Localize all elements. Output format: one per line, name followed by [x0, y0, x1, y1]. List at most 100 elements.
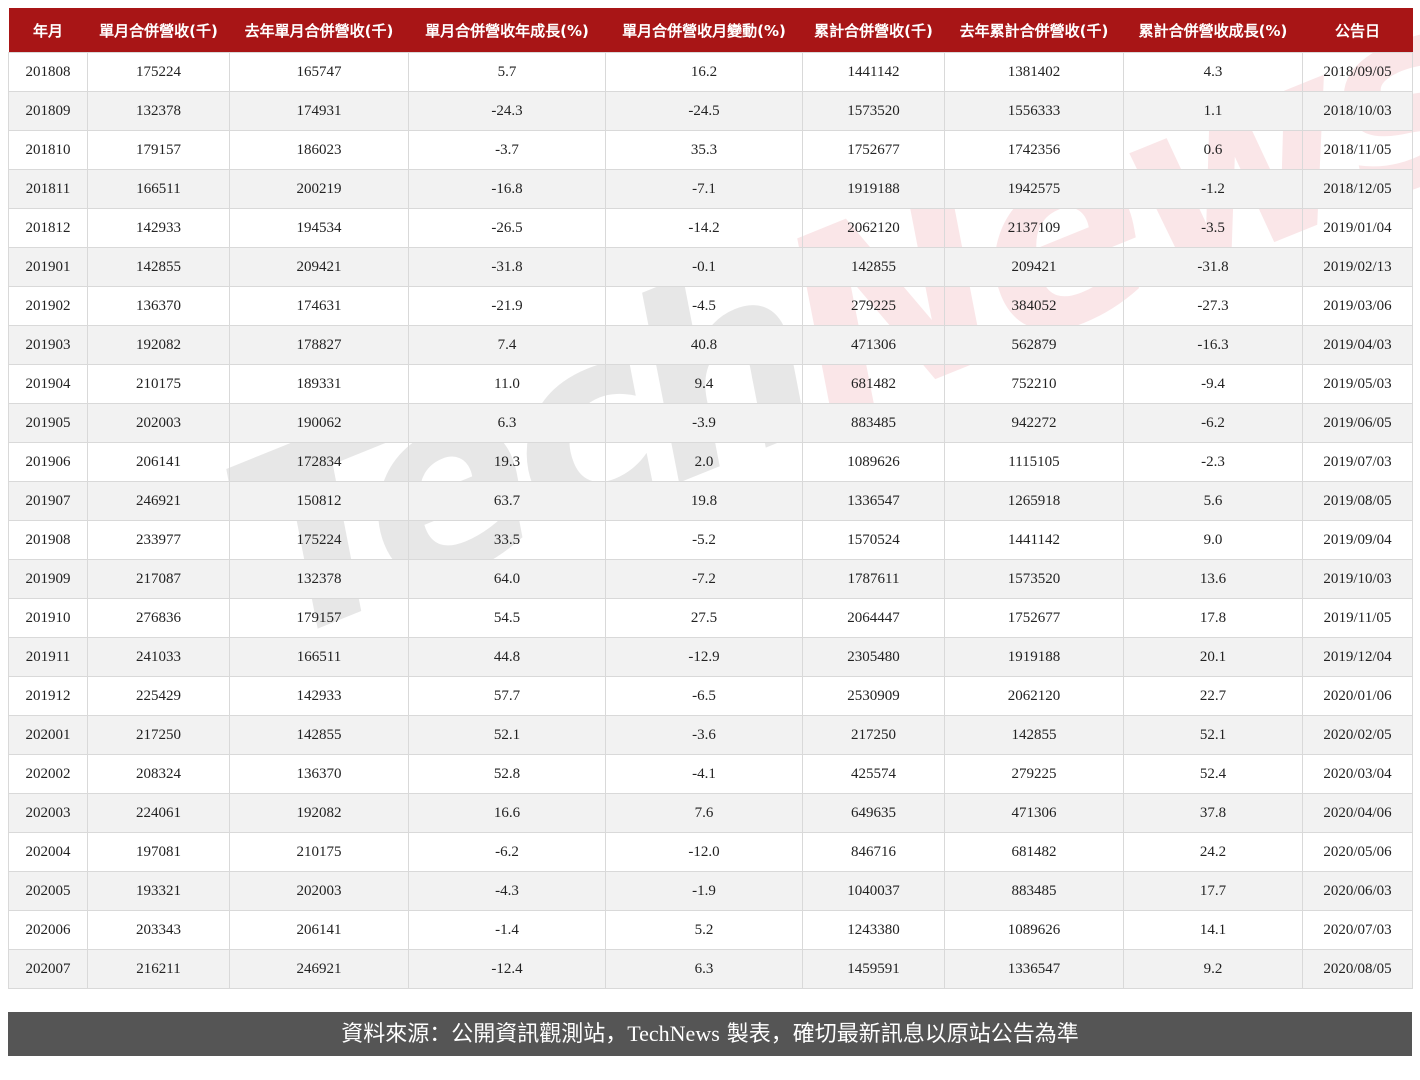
table-cell: 174631 [229, 286, 409, 326]
table-cell: 5.6 [1123, 481, 1303, 521]
table-row: 201906 206141 172834 19.3 2.0 1089626 1115105-… [8, 442, 1413, 482]
table-cell: 206141 [87, 442, 230, 482]
table-cell: -4.1 [605, 754, 803, 794]
table-cell: 165747 [229, 52, 409, 92]
table-cell: 202003 [87, 403, 230, 443]
table-cell: 7.6 [605, 793, 803, 833]
table-cell: 1441142 [944, 520, 1124, 560]
table-cell: 64.0 [408, 559, 606, 599]
table-cell: 2018/10/03 [1302, 91, 1413, 131]
table-cell: 2019/09/04 [1302, 520, 1413, 560]
table-cell: 201909 [8, 559, 88, 599]
table-cell: 4.3 [1123, 52, 1303, 92]
table-cell: 136370 [229, 754, 409, 794]
table-cell: 2018/12/05 [1302, 169, 1413, 209]
column-header: 年月 [8, 8, 88, 53]
table-cell: 192082 [229, 793, 409, 833]
table-cell: -1.2 [1123, 169, 1303, 209]
table-cell: 942272 [944, 403, 1124, 443]
table-cell: 193321 [87, 871, 230, 911]
table-cell: -14.2 [605, 208, 803, 248]
table-cell: 562879 [944, 325, 1124, 365]
revenue-table: 年月 單月合併營收(千) 去年單月合併營收(千) 單月合併營收年成長(%) 單月合併營收… [8, 8, 1413, 989]
table-cell: 233977 [87, 520, 230, 560]
table-cell: -1.4 [408, 910, 606, 950]
table-cell: 37.8 [1123, 793, 1303, 833]
table-cell: 142933 [87, 208, 230, 248]
table-cell: 279225 [944, 754, 1124, 794]
table-cell: -12.9 [605, 637, 803, 677]
table-cell: 471306 [802, 325, 945, 365]
table-cell: 52.1 [408, 715, 606, 755]
table-cell: 52.1 [1123, 715, 1303, 755]
table-cell: 2019/01/04 [1302, 208, 1413, 248]
table-cell: 27.5 [605, 598, 803, 638]
table-cell: -31.8 [408, 247, 606, 287]
table-cell: 2020/04/06 [1302, 793, 1413, 833]
table-cell: -0.1 [605, 247, 803, 287]
column-header: 單月合併營收(千) [87, 8, 230, 53]
table-cell: -24.3 [408, 91, 606, 131]
table-cell: 883485 [944, 871, 1124, 911]
table-cell: 52.4 [1123, 754, 1303, 794]
table-cell: 2.0 [605, 442, 803, 482]
table-row: 201908 233977 175224 33.5 -5.2 1570524 1441142… [8, 520, 1413, 560]
table-cell: 142933 [229, 676, 409, 716]
table-cell: 1459591 [802, 949, 945, 989]
table-cell: 7.4 [408, 325, 606, 365]
table-cell: -7.2 [605, 559, 803, 599]
table-cell: -3.7 [408, 130, 606, 170]
table-cell: 190062 [229, 403, 409, 443]
table-cell: 1441142 [802, 52, 945, 92]
table-cell: 179157 [229, 598, 409, 638]
table-cell: 883485 [802, 403, 945, 443]
table-cell: 202004 [8, 832, 88, 872]
table-cell: 189331 [229, 364, 409, 404]
table-row: 201812 142933 194534 -26.5 -14.2 2062120 21371… [8, 208, 1413, 248]
table-row: 201810 179157 186023 -3.7 35.3 1752677 1742356… [8, 130, 1413, 170]
table-cell: -6.2 [408, 832, 606, 872]
table-cell: 1.1 [1123, 91, 1303, 131]
table-cell: 202002 [8, 754, 88, 794]
column-header: 單月合併營收年成長(%) [408, 8, 606, 53]
column-header: 公告日 [1302, 8, 1413, 53]
table-cell: 276836 [87, 598, 230, 638]
table-cell: 2305480 [802, 637, 945, 677]
table-cell: 11.0 [408, 364, 606, 404]
table-row: 201909 217087 132378 64.0 -7.2 1787611 1573520… [8, 559, 1413, 599]
table-cell: 1040037 [802, 871, 945, 911]
table-cell: 1752677 [944, 598, 1124, 638]
table-cell: 202005 [8, 871, 88, 911]
table-cell: 2019/03/06 [1302, 286, 1413, 326]
table-cell: 201901 [8, 247, 88, 287]
table-cell: 2018/09/05 [1302, 52, 1413, 92]
table-row: 201912 225429 142933 57.7 -6.5 2530909 2062120… [8, 676, 1413, 716]
table-cell: 201910 [8, 598, 88, 638]
table-header-row: 年月 單月合併營收(千) 去年單月合併營收(千) 單月合併營收年成長(%) 單月合併營收… [8, 8, 1413, 53]
table-cell: -21.9 [408, 286, 606, 326]
table-cell: 57.7 [408, 676, 606, 716]
table-cell: -12.0 [605, 832, 803, 872]
table-cell: 846716 [802, 832, 945, 872]
table-cell: 681482 [944, 832, 1124, 872]
table-cell: 201908 [8, 520, 88, 560]
table-cell: 209421 [229, 247, 409, 287]
table-cell: 279225 [802, 286, 945, 326]
table-cell: 201906 [8, 442, 88, 482]
table-cell: 197081 [87, 832, 230, 872]
table-cell: 2020/03/04 [1302, 754, 1413, 794]
table-cell: 1919188 [944, 637, 1124, 677]
table-row: 202007 216211 246921 -12.4 6.3 1459591 1336547… [8, 949, 1413, 989]
table-cell: -3.6 [605, 715, 803, 755]
table-cell: 142855 [802, 247, 945, 287]
table-cell: 54.5 [408, 598, 606, 638]
table-cell: 2019/08/05 [1302, 481, 1413, 521]
table-row: 202004 197081 210175 -6.2 -12.0 846716 681482 2… [8, 832, 1413, 872]
table-cell: 2062120 [944, 676, 1124, 716]
table-cell: 17.7 [1123, 871, 1303, 911]
table-cell: 1115105 [944, 442, 1124, 482]
table-cell: 175224 [229, 520, 409, 560]
table-cell: 1089626 [944, 910, 1124, 950]
table-cell: 2020/05/06 [1302, 832, 1413, 872]
table-cell: 201907 [8, 481, 88, 521]
